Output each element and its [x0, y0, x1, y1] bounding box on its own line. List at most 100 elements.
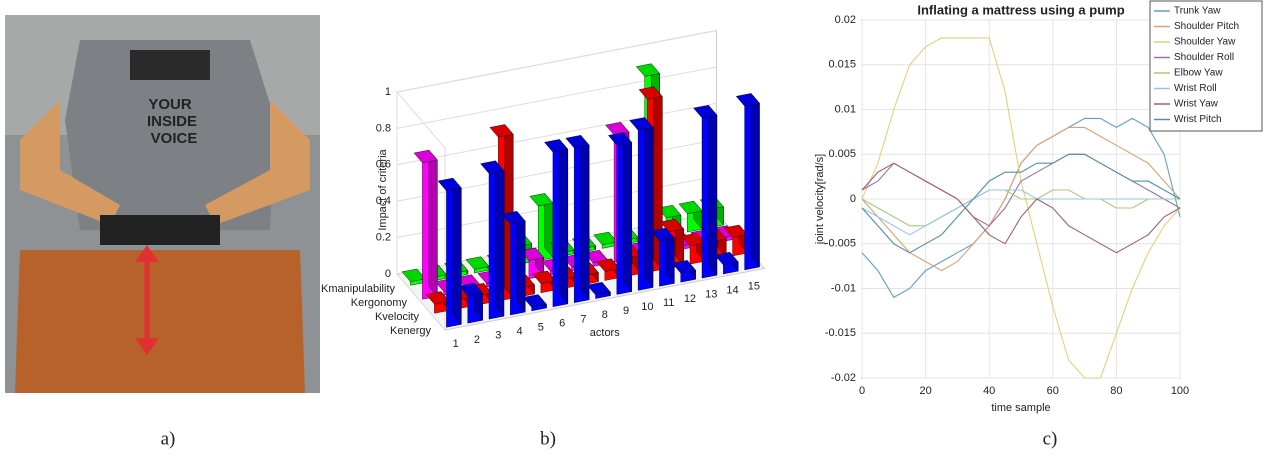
bar-top: [544, 139, 569, 153]
line: [861, 126, 1181, 272]
bar-top: [650, 227, 675, 242]
x-tick-label: 4: [516, 326, 522, 338]
legend-label: Wrist Pitch: [1174, 114, 1222, 125]
bar: [544, 138, 569, 308]
x-tick-label: 1: [453, 338, 459, 350]
bar-top: [635, 63, 660, 77]
bar-top: [638, 86, 663, 100]
y-tick-label: 0.015: [828, 59, 856, 71]
x-tick-label: 8: [602, 309, 608, 321]
harness: [130, 50, 210, 80]
x-axis-label: time sample: [991, 402, 1050, 414]
bar: [437, 177, 462, 328]
bar-top: [425, 291, 450, 305]
shirt-text: VOICE: [151, 130, 198, 147]
bar-top: [629, 117, 654, 131]
legend: [1149, 0, 1263, 132]
bar-side: [644, 117, 654, 289]
bar: [458, 282, 483, 324]
line: [861, 189, 1180, 236]
bar-top: [480, 160, 505, 174]
x-tick-label: 5: [538, 321, 544, 333]
x-tick-label: 0: [859, 385, 865, 397]
bar-side: [428, 149, 438, 297]
bar: [465, 256, 490, 274]
bar: [522, 294, 547, 312]
z-tick-label: 0.2: [376, 232, 391, 244]
legend-label: Kvelocity: [375, 311, 420, 323]
bar: [425, 290, 450, 314]
y-tick-label: 0.005: [828, 148, 856, 160]
legend-label: Wrist Yaw: [1174, 99, 1219, 110]
x-tick-label: 60: [1047, 385, 1059, 397]
bar-top: [735, 93, 760, 107]
y-tick-label: 0.02: [835, 14, 856, 26]
bar-top: [586, 282, 611, 296]
bar-top: [565, 135, 590, 149]
legend-label: Shoulder Pitch: [1174, 21, 1239, 32]
legend-label: Shoulder Yaw: [1174, 37, 1236, 48]
bar-top: [465, 256, 490, 270]
y-tick-label: -0.01: [831, 282, 856, 294]
x-tick-label: 100: [1171, 385, 1189, 397]
grid-line: [396, 66, 717, 129]
bar: [650, 227, 675, 287]
bar: [671, 259, 696, 283]
x-tick-label: 9: [623, 305, 629, 317]
bar-top: [401, 268, 426, 282]
bar-top: [489, 124, 514, 138]
bar-top: [596, 258, 621, 272]
bar: [608, 132, 633, 295]
z-tick-label: 0.8: [376, 122, 391, 134]
bar: [678, 200, 703, 233]
bar-side: [708, 104, 718, 276]
bar-top: [522, 294, 547, 308]
x-tick-label: 11: [663, 297, 674, 309]
bar: [693, 104, 718, 279]
bar-top: [605, 122, 630, 136]
z-tick-label: 0.4: [376, 195, 391, 207]
bar-side: [559, 138, 568, 305]
bar: [596, 258, 621, 281]
caption: c): [1043, 428, 1058, 449]
photo: YOUR INSIDE VOICE: [5, 15, 320, 393]
bar-side: [580, 134, 590, 301]
y-tick-label: -0.02: [831, 372, 856, 384]
bar-top: [437, 177, 462, 192]
bar-top: [678, 200, 703, 215]
x-axis-label: actors: [590, 327, 620, 339]
bar-side: [623, 132, 632, 293]
z-tick-label: 0: [385, 268, 391, 280]
z-tick-label: 0.6: [376, 159, 391, 171]
bar: [413, 149, 438, 300]
x-tick-label: 6: [559, 317, 565, 329]
bar: [480, 160, 505, 320]
y-tick-label: 0.01: [835, 103, 856, 115]
y-tick-label: -0.015: [825, 327, 856, 339]
bar: [714, 251, 739, 275]
legend-label: Shoulder Roll: [1174, 52, 1234, 63]
z-tick-label: 1: [385, 86, 391, 98]
z-axis-label: Impact of criteria: [377, 148, 389, 230]
caption: a): [161, 428, 176, 449]
bar-top: [608, 132, 633, 146]
shirt-text: INSIDE: [147, 113, 197, 130]
x-tick-label: 13: [705, 289, 717, 301]
bar-top: [413, 149, 438, 164]
line: [861, 189, 1180, 227]
bar-top: [693, 105, 718, 119]
bar-top: [681, 232, 706, 247]
line: [861, 153, 1181, 254]
legend-label: Kergonomy: [351, 297, 408, 309]
bar: [501, 210, 526, 316]
grid-line: [396, 102, 717, 166]
bar-top: [593, 231, 618, 245]
legend-label: Wrist Roll: [1174, 83, 1217, 94]
bar-top: [529, 193, 554, 207]
x-tick-label: 7: [580, 313, 586, 325]
bar-top: [501, 211, 526, 225]
y-axis-label: joint velocity[rad/s]: [814, 154, 826, 245]
left-arm: [20, 100, 120, 225]
